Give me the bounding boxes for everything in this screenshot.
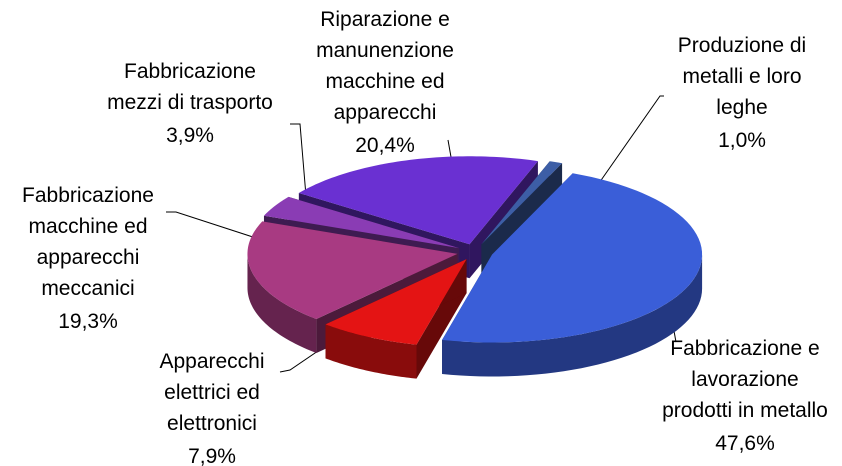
value-label: 19,3% — [58, 310, 118, 333]
category-label: Riparazione e manunenzione macchine ed appa… — [316, 8, 454, 124]
slice — [247, 221, 458, 320]
slice-label: Fabbricazione mezzi di trasporto 3,9% — [107, 60, 273, 147]
slice-label: Produzione di metalli e loro leghe 1,0% — [678, 34, 806, 152]
slice — [325, 259, 467, 345]
slice — [298, 156, 538, 245]
category-label: Produzione di metalli e loro leghe — [678, 34, 806, 119]
slice-label: Apparecchi elettrici ed elettronici 7,9% — [159, 350, 264, 466]
category-label: Fabbricazione mezzi di trasporto — [107, 60, 273, 114]
slice — [263, 196, 460, 249]
slice-label: Fabbricazione macchine ed apparecchi meccan… — [22, 184, 154, 333]
value-label: 1,0% — [718, 129, 766, 152]
value-label: 20,4% — [355, 134, 415, 157]
leader-line — [596, 95, 664, 187]
value-label: 7,9% — [188, 445, 236, 466]
slice-label: Fabbricazione e lavorazione prodotti in me… — [662, 337, 828, 455]
category-label: Fabbricazione macchine ed apparecchi meccan… — [22, 184, 154, 300]
labels: Produzione di metalli e loro leghe 1,0% Fabb… — [22, 8, 828, 466]
slice-wall — [247, 253, 317, 354]
value-label: 47,6% — [715, 432, 775, 455]
leader-line — [290, 123, 307, 197]
category-label: Fabbricazione e lavorazione prodotti in me… — [662, 337, 828, 422]
slice-label: Riparazione e manunenzione macchine ed appa… — [316, 8, 454, 157]
slice-wall — [325, 324, 417, 379]
slice-wall — [442, 254, 703, 377]
slices — [247, 156, 703, 379]
slice — [481, 161, 563, 245]
value-label: 3,9% — [166, 124, 214, 147]
category-label: Apparecchi elettrici ed elettronici — [159, 350, 264, 435]
leader-line — [166, 211, 257, 239]
slice — [442, 173, 703, 343]
